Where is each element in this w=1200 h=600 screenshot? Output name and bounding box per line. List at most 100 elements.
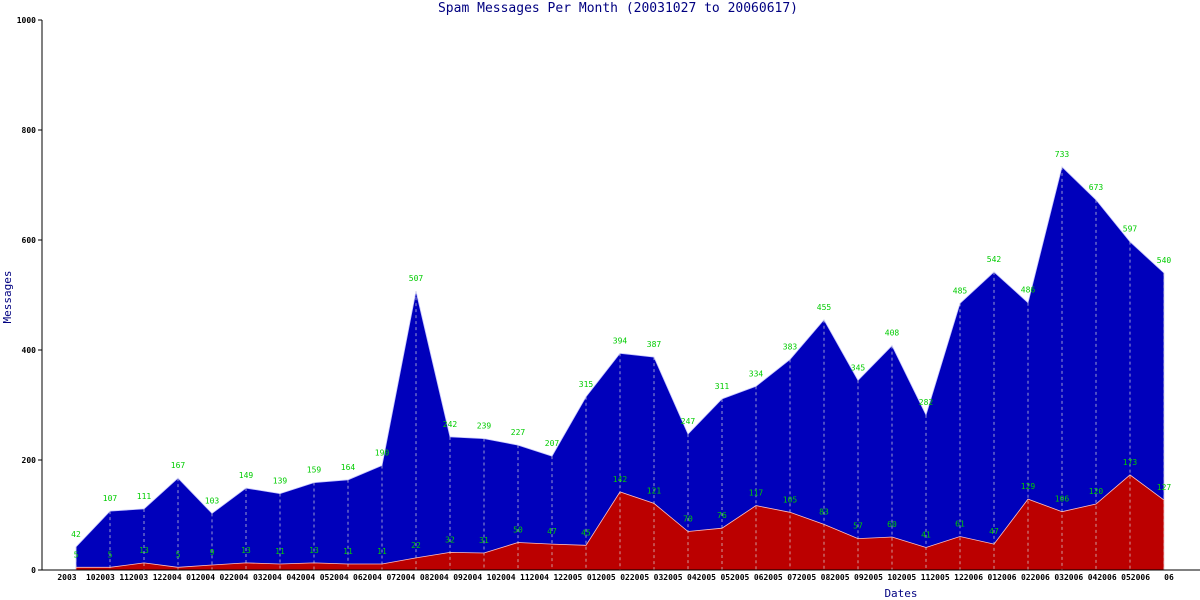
x-tick-label: 072004 [386,573,415,582]
red-data-label: 83 [819,507,829,516]
y-tick-label: 1000 [17,16,36,25]
x-tick-label: 062004 [353,573,382,582]
total-data-label: 408 [885,329,900,338]
red-data-label: 11 [275,547,285,556]
total-data-label: 111 [137,492,152,501]
x-tick-label: 06 [1164,573,1174,582]
red-data-label: 13 [309,546,319,555]
total-data-label: 207 [545,439,560,448]
red-data-label: 57 [853,522,863,531]
x-tick-label: 052005 [720,573,749,582]
red-data-label: 106 [1055,495,1070,504]
total-data-label: 673 [1089,183,1104,192]
total-data-label: 159 [307,466,322,475]
x-tick-label: 052004 [320,573,349,582]
red-data-label: 31 [479,536,489,545]
x-tick-label: 012006 [988,573,1017,582]
total-data-label: 394 [613,336,628,345]
total-data-label: 164 [341,463,356,472]
red-data-label: 47 [547,527,557,536]
total-data-label: 733 [1055,150,1070,159]
total-data-label: 167 [171,461,186,470]
total-data-label: 311 [715,382,730,391]
total-data-label: 486 [1021,286,1036,295]
red-data-label: 5 [74,550,79,559]
x-axis-title: Dates [884,587,917,600]
total-data-label: 282 [919,398,934,407]
total-data-label: 239 [477,422,492,431]
x-tick-label: 2003 [57,573,76,582]
x-tick-label: 022004 [220,573,249,582]
x-tick-label: 012004 [186,573,215,582]
red-data-label: 13 [241,546,251,555]
x-tick-label: 122004 [153,573,182,582]
red-data-label: 50 [513,526,523,535]
red-data-label: 173 [1123,458,1138,467]
x-tick-label: 102004 [487,573,516,582]
x-tick-label: 102003 [86,573,115,582]
total-data-label: 42 [71,530,81,539]
red-data-label: 70 [683,515,693,524]
red-data-label: 76 [717,511,727,520]
total-data-label: 485 [953,286,968,295]
x-tick-label: 062005 [754,573,783,582]
x-tick-label: 042004 [286,573,315,582]
x-tick-label: 032004 [253,573,282,582]
red-data-label: 13 [139,546,149,555]
x-tick-label: 032005 [654,573,683,582]
y-tick-label: 800 [22,126,37,135]
x-tick-label: 082005 [821,573,850,582]
total-data-label: 540 [1157,256,1172,265]
x-tick-label: 112003 [119,573,148,582]
red-data-label: 22 [411,541,421,550]
red-data-label: 5 [108,550,113,559]
total-data-label: 227 [511,428,526,437]
red-data-label: 105 [783,495,798,504]
red-data-label: 129 [1021,482,1036,491]
red-data-label: 5 [176,550,181,559]
x-tick-label: 082004 [420,573,449,582]
x-tick-label: 112005 [921,573,950,582]
x-tick-label: 042005 [687,573,716,582]
y-tick-label: 600 [22,236,37,245]
total-data-label: 455 [817,303,832,312]
red-data-label: 11 [343,547,353,556]
total-data-label: 247 [681,417,696,426]
red-data-label: 117 [749,489,764,498]
total-data-label: 597 [1123,225,1138,234]
axes: 0 200 400 600 800 1000 2003 102003 112003 122004 0… [17,16,1200,582]
x-tick-label: 022006 [1021,573,1050,582]
red-data-label: 47 [989,527,999,536]
total-data-label: 103 [205,496,220,505]
red-data-label: 32 [445,535,455,544]
x-tick-label: 042006 [1088,573,1117,582]
red-data-label: 142 [613,475,628,484]
x-tick-label: 122006 [954,573,983,582]
x-tick-label: 052006 [1121,573,1150,582]
x-tick-label: 072005 [787,573,816,582]
total-data-label: 139 [273,477,288,486]
red-data-label: 9 [210,548,215,557]
total-data-label: 383 [783,342,798,351]
x-tick-label: 092004 [453,573,482,582]
x-tick-label: 112004 [520,573,549,582]
y-tick-label: 0 [31,566,36,575]
y-tick-label: 200 [22,456,37,465]
y-tick-label: 400 [22,346,37,355]
red-data-label: 121 [647,486,662,495]
red-data-label: 61 [955,520,965,529]
y-axis-title: Messages [1,271,14,324]
total-data-label: 107 [103,494,118,503]
x-tick-label: 122005 [553,573,582,582]
x-tick-label: 012005 [587,573,616,582]
x-tick-label: 102005 [887,573,916,582]
red-data-label: 11 [377,547,387,556]
red-data-label: 60 [887,520,897,529]
total-data-label: 507 [409,274,424,283]
plot-area [75,166,1165,571]
x-tick-label: 022005 [620,573,649,582]
total-data-label: 345 [851,363,866,372]
total-data-label: 149 [239,471,254,480]
